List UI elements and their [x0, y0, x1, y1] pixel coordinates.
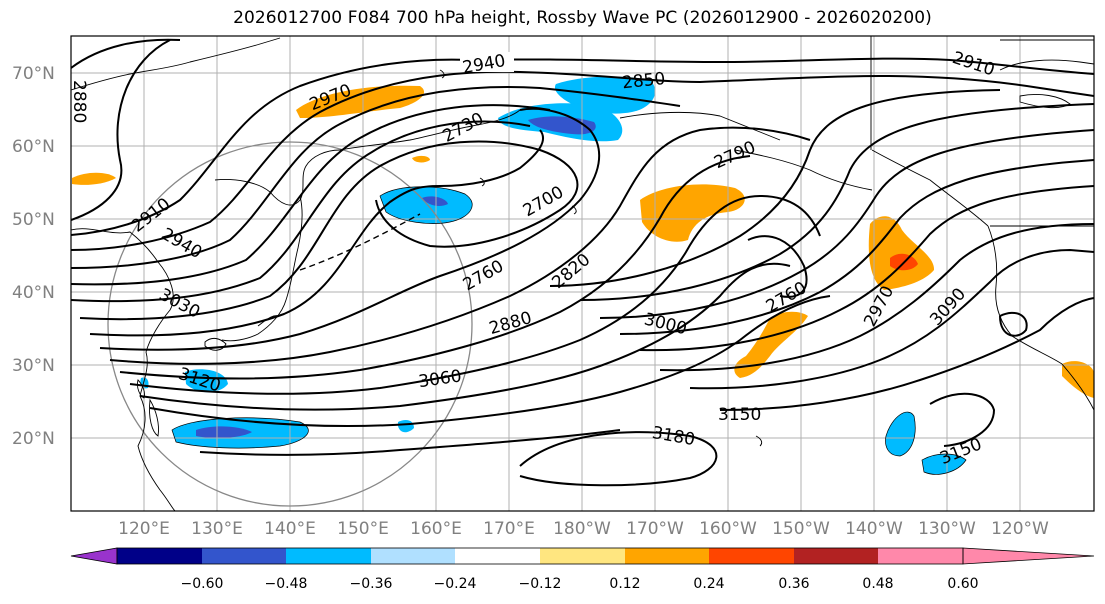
colorbar-tick: 0.36 — [778, 576, 809, 592]
lon-label: 140°E — [264, 519, 316, 539]
latitude-labels: 70°N 60°N 50°N 40°N 30°N 20°N — [12, 64, 55, 449]
colorbar-cell — [625, 548, 710, 564]
colorbar-min-extend — [70, 547, 118, 565]
colorbar-cell — [202, 548, 287, 564]
negative-anomaly-patch — [885, 412, 916, 456]
colorbar-tick: 0.60 — [947, 576, 978, 592]
lat-label: 50°N — [12, 210, 55, 230]
map-frame — [70, 35, 1095, 512]
lon-label: 150°E — [337, 519, 389, 539]
longitude-labels: 120°E 130°E 140°E 150°E 160°E 170°E 180°… — [118, 519, 1049, 539]
colorbar-cell — [286, 548, 372, 564]
lon-label: 140°W — [845, 519, 903, 539]
anomaly-outlines — [171, 186, 967, 475]
lon-label: 160°E — [410, 519, 462, 539]
contour-label: 2880 — [69, 80, 89, 123]
lat-label: 40°N — [12, 283, 55, 303]
lon-label: 120°W — [991, 519, 1049, 539]
colorbar: −0.60 −0.48 −0.36 −0.24 −0.12 0.12 0.24 … — [70, 547, 1095, 592]
coastlines — [71, 36, 1094, 511]
graticule — [71, 36, 1094, 511]
lon-label: 120°E — [118, 519, 170, 539]
lat-label: 30°N — [12, 356, 55, 376]
positive-anomaly-patch — [412, 155, 430, 163]
anomaly-shading — [72, 76, 1094, 475]
map-title: 2026012700 F084 700 hPa height, Rossby W… — [233, 8, 932, 28]
colorbar-cell — [371, 548, 456, 564]
colorbar-tick: 0.24 — [693, 576, 724, 592]
colorbar-tick: −0.36 — [350, 576, 393, 592]
colorbar-cell — [878, 548, 963, 564]
lat-label: 60°N — [12, 137, 55, 157]
lat-label: 70°N — [12, 64, 55, 84]
positive-anomaly-patch — [868, 216, 935, 290]
strong-negative-anomaly-patch — [422, 196, 448, 206]
colorbar-tick: −0.48 — [265, 576, 308, 592]
positive-anomaly-patch — [72, 172, 116, 185]
colorbar-tick: 0.12 — [609, 576, 640, 592]
positive-anomaly-patch — [1062, 361, 1094, 398]
colorbar-cells — [117, 548, 963, 564]
colorbar-tick: 0.48 — [862, 576, 893, 592]
colorbar-cell — [709, 548, 795, 564]
positive-anomaly-patch — [734, 311, 808, 378]
lon-label: 130°E — [191, 519, 243, 539]
colorbar-max-extend — [962, 547, 1095, 565]
colorbar-cell — [455, 548, 541, 564]
lon-label: 160°W — [699, 519, 757, 539]
lon-label: 170°E — [483, 519, 535, 539]
colorbar-tick: −0.60 — [181, 576, 224, 592]
positive-anomaly-patch — [640, 184, 745, 242]
strong-negative-anomaly-patch — [196, 426, 252, 439]
contour-label: 2850 — [621, 69, 666, 93]
colorbar-tick: −0.24 — [434, 576, 477, 592]
colorbar-tick: −0.12 — [519, 576, 562, 592]
dashed-track-line — [299, 213, 421, 271]
lon-label: 150°W — [772, 519, 830, 539]
lat-label: 20°N — [12, 429, 55, 449]
radius-circle — [107, 141, 473, 507]
lon-label: 180°W — [553, 519, 611, 539]
colorbar-cell — [794, 548, 879, 564]
negative-anomaly-patch — [922, 454, 966, 475]
colorbar-cell — [540, 548, 626, 564]
positive-anomaly-patch — [296, 85, 425, 118]
negative-anomaly-patch — [380, 186, 473, 224]
contour-label: 3150 — [718, 405, 761, 425]
height-contours — [71, 38, 1094, 487]
lon-label: 170°W — [626, 519, 684, 539]
lon-label: 130°W — [918, 519, 976, 539]
colorbar-cell — [117, 548, 203, 564]
